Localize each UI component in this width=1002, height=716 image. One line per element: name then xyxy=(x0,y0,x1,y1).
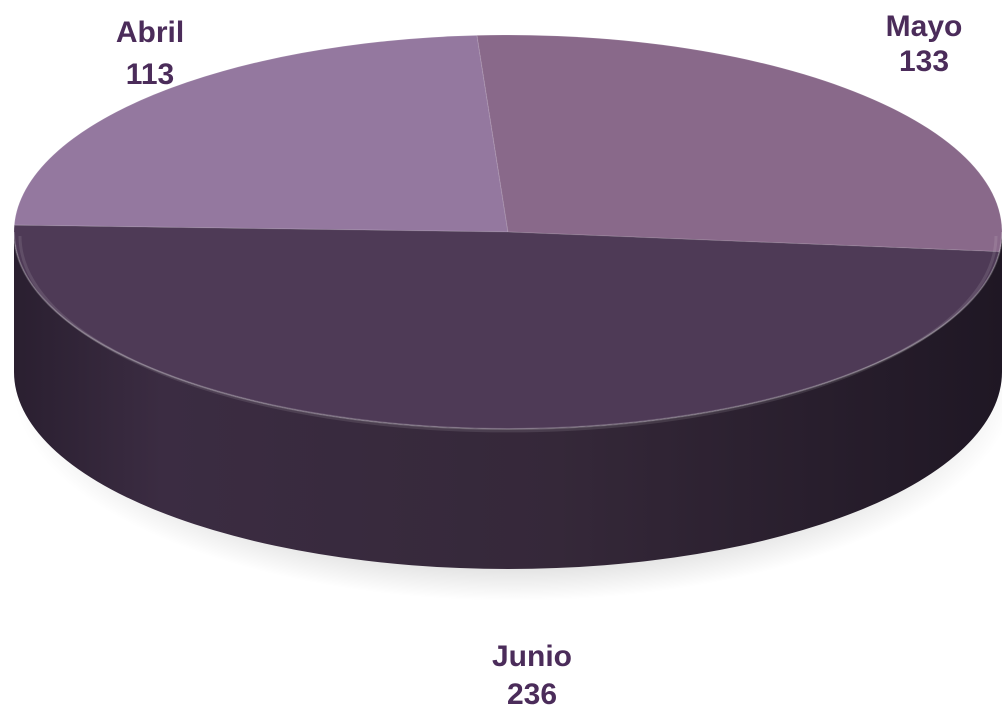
data-label-value: 236 xyxy=(507,678,557,711)
pie-front-rim xyxy=(18,235,998,433)
pie-slice-junio xyxy=(13,224,1001,430)
data-label-category: Junio xyxy=(492,640,572,673)
data-label-category: Mayo xyxy=(886,10,963,43)
data-label-value: 113 xyxy=(126,58,174,91)
pie-side-wall xyxy=(14,232,1002,569)
pie-slice-abril xyxy=(13,34,509,233)
data-label-value: 133 xyxy=(899,45,949,78)
pie-rim-highlight xyxy=(13,231,1002,430)
data-label-category: Abril xyxy=(116,16,184,49)
data-label-abril: Abril 113 xyxy=(116,16,184,91)
pie-slice-mayo xyxy=(476,34,1002,253)
data-label-junio: Junio 236 xyxy=(492,640,572,711)
